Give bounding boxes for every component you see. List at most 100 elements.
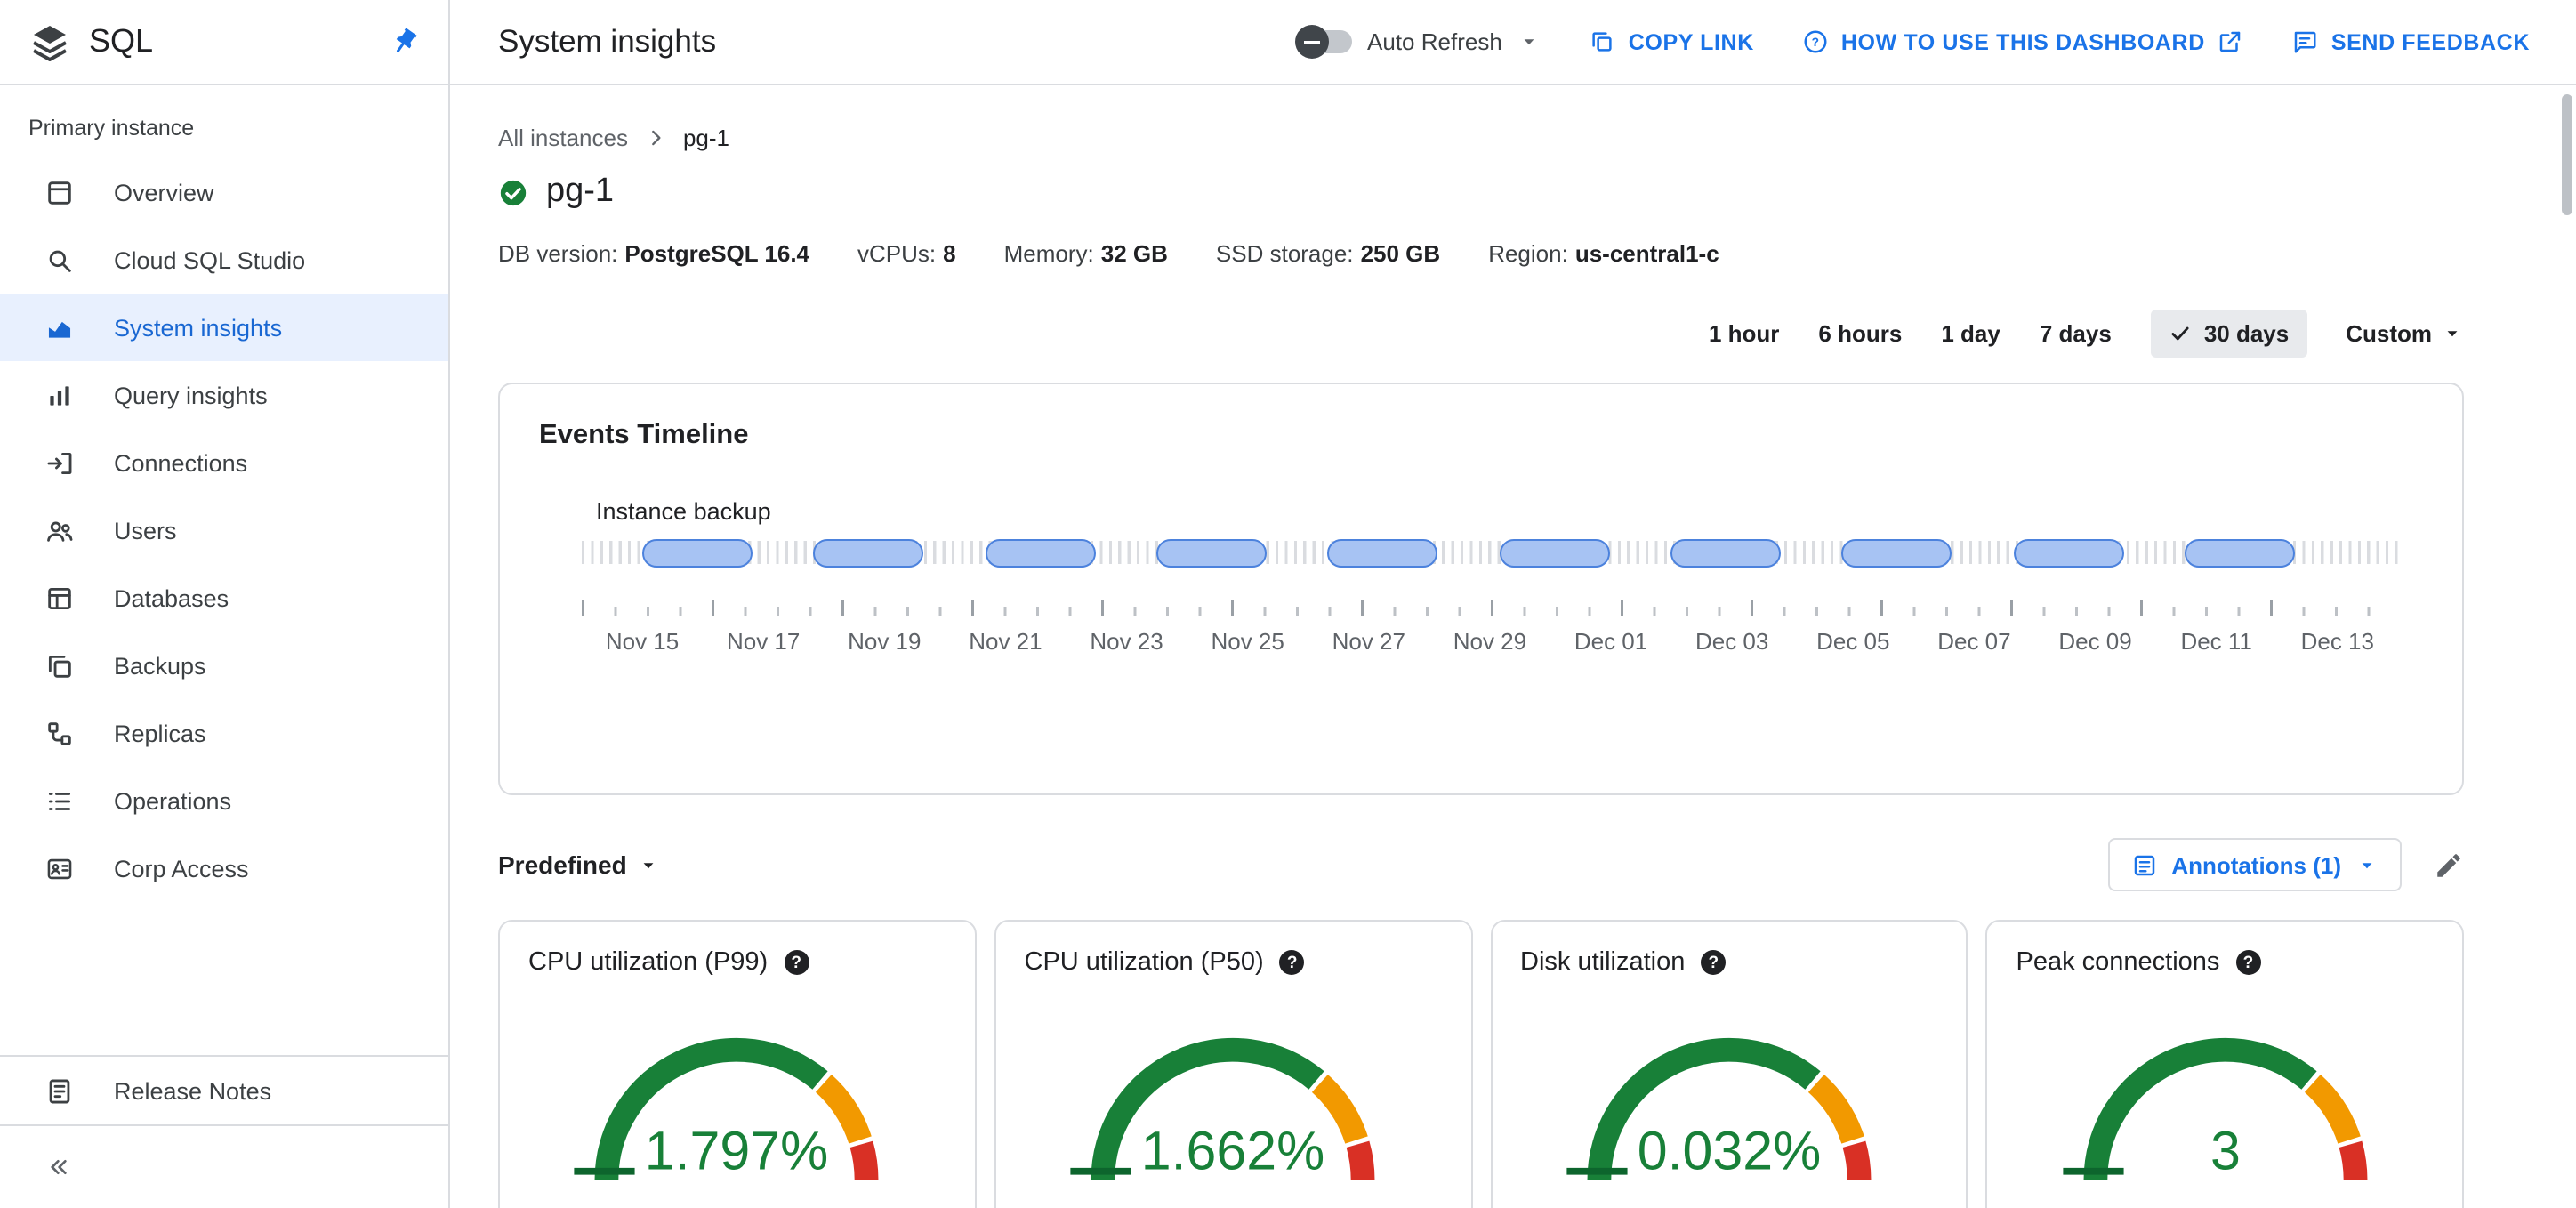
- operations-icon: [48, 792, 71, 809]
- events-timeline-title: Events Timeline: [539, 420, 749, 450]
- check-icon: [2171, 326, 2189, 341]
- backup-event-pill[interactable]: [642, 538, 753, 567]
- sidebar-section-label: Primary instance: [28, 116, 195, 141]
- meta-region: Region: us-central1-c: [1488, 240, 1719, 267]
- replicas-icon: [48, 721, 71, 745]
- query-insights-icon: [50, 385, 69, 405]
- gauge-title: CPU utilization (P50): [1024, 948, 1264, 977]
- main-panel: System insights Auto Refresh COPY LINK ?…: [450, 0, 2576, 1208]
- breadcrumb: All instances pg-1: [498, 125, 2464, 151]
- gauge-card-disk: Disk utilization ? 0.032%: [1490, 920, 1968, 1208]
- how-to-use-dashboard-link[interactable]: ? HOW TO USE THIS DASHBOARD: [1802, 28, 2244, 55]
- collapse-icon: [51, 1160, 67, 1174]
- gauge-title: Disk utilization: [1520, 948, 1686, 977]
- help-icon[interactable]: ?: [1279, 950, 1305, 975]
- sidebar-divider: [0, 1055, 448, 1057]
- help-icon: ?: [1804, 30, 1827, 53]
- search-icon: [49, 249, 71, 271]
- annotations-icon: [2134, 854, 2154, 875]
- gauge-value: 1.662%: [1141, 1120, 1324, 1180]
- backups-icon: [48, 654, 71, 677]
- backup-event-pill[interactable]: [2184, 538, 2295, 567]
- instance-meta: DB version: PostgreSQL 16.4 vCPUs: 8 Memor…: [498, 240, 2464, 267]
- gauge-card-peak-connections: Peak connections ? 3: [1985, 920, 2464, 1208]
- svg-text:?: ?: [1811, 36, 1819, 49]
- time-option-1-hour[interactable]: 1 hour: [1708, 320, 1780, 347]
- sidebar-item-corp-access[interactable]: Corp Access: [0, 834, 448, 902]
- help-icon[interactable]: ?: [1701, 950, 1727, 975]
- sidebar-item-databases[interactable]: Databases: [0, 564, 448, 632]
- copy-link-button[interactable]: COPY LINK: [1590, 28, 1754, 55]
- instance-name: pg-1: [546, 173, 615, 210]
- chevron-down-icon: [2447, 331, 2458, 337]
- sidebar-item-system-insights[interactable]: System insights: [0, 294, 448, 361]
- meta-ssd-storage: SSD storage: 250 GB: [1215, 240, 1441, 267]
- sidebar-item-connections[interactable]: Connections: [0, 429, 448, 496]
- auto-refresh-control[interactable]: Auto Refresh: [1294, 25, 1542, 59]
- cloud-sql-logo-icon: [33, 25, 67, 60]
- auto-refresh-toggle[interactable]: [1294, 25, 1352, 59]
- sidebar-item-overview[interactable]: Overview: [0, 158, 448, 226]
- time-option-30-days[interactable]: 30 days: [2150, 310, 2307, 358]
- collapse-sidebar-button[interactable]: [0, 1126, 448, 1208]
- chevron-down-icon: [644, 862, 655, 868]
- sidebar-item-users[interactable]: Users: [0, 496, 448, 564]
- timeline-axis-ticks: [582, 600, 2398, 616]
- feedback-icon: [2295, 31, 2317, 53]
- predefined-dropdown[interactable]: Predefined: [498, 850, 661, 879]
- release-notes-icon: [49, 1078, 70, 1103]
- chevron-down-icon: [2362, 862, 2372, 868]
- sidebar-item-query-insights[interactable]: Query insights: [0, 361, 448, 429]
- edit-pencil-icon[interactable]: [2434, 850, 2464, 880]
- help-icon[interactable]: ?: [784, 950, 809, 975]
- metrics-controls-row: Predefined Annotations (1): [498, 838, 2464, 891]
- backup-event-pill[interactable]: [1670, 538, 1781, 567]
- gauge-value: 3: [2210, 1120, 2240, 1180]
- backup-event-pill[interactable]: [813, 538, 924, 567]
- help-icon[interactable]: ?: [2235, 950, 2261, 975]
- sidebar-item-release-notes[interactable]: Release Notes: [0, 1057, 448, 1124]
- vertical-scrollbar[interactable]: [2562, 94, 2572, 215]
- time-option-custom[interactable]: Custom: [2346, 320, 2464, 347]
- gauge-card-cpu-p50: CPU utilization (P50) ? 1.662%: [994, 920, 1472, 1208]
- gauge-chart: 1.797%: [575, 1037, 880, 1180]
- gauge-chart: 0.032%: [1566, 1037, 1872, 1180]
- gauge-title: Peak connections: [2016, 948, 2220, 977]
- backup-event-pill[interactable]: [1499, 538, 1610, 567]
- pin-icon[interactable]: [388, 26, 420, 58]
- sidebar-item-cloud-sql-studio[interactable]: Cloud SQL Studio: [0, 226, 448, 294]
- breadcrumb-current: pg-1: [682, 125, 730, 151]
- events-timeline-track: [582, 537, 2398, 568]
- gauge-chart: 1.662%: [1070, 1037, 1375, 1180]
- copy-icon: [1593, 32, 1613, 52]
- timeline-axis-labels: Nov 15 Nov 17 Nov 19 Nov 21 Nov 23 Nov 2…: [605, 628, 2374, 655]
- time-option-7-days[interactable]: 7 days: [2039, 320, 2112, 347]
- send-feedback-button[interactable]: SEND FEEDBACK: [2292, 28, 2530, 55]
- time-option-6-hours[interactable]: 6 hours: [1818, 320, 1903, 347]
- meta-memory: Memory: 32 GB: [1003, 240, 1168, 267]
- corp-access-icon: [47, 858, 72, 879]
- meta-vcpus: vCPUs: 8: [857, 240, 956, 267]
- content-area: All instances pg-1 pg-1 DB version: Postg…: [450, 85, 2576, 1208]
- meta-db-version: DB version: PostgreSQL 16.4: [498, 240, 810, 267]
- events-timeline-card: Events Timeline Instance backup: [498, 383, 2464, 795]
- time-option-1-day[interactable]: 1 day: [1941, 320, 2000, 347]
- sidebar-item-backups[interactable]: Backups: [0, 632, 448, 699]
- overview-icon: [48, 181, 71, 204]
- sidebar-item-replicas[interactable]: Replicas: [0, 699, 448, 767]
- sidebar: SQL Primary instance Overview Cloud SQL …: [0, 0, 450, 1208]
- topbar: System insights Auto Refresh COPY LINK ?…: [450, 0, 2576, 85]
- backup-event-pill[interactable]: [1155, 538, 1267, 567]
- backup-event-pill[interactable]: [1327, 538, 1438, 567]
- breadcrumb-all-instances[interactable]: All instances: [498, 125, 628, 151]
- sidebar-item-operations[interactable]: Operations: [0, 767, 448, 834]
- chevron-down-icon: [1525, 39, 1535, 45]
- page-title: System insights: [498, 23, 717, 59]
- gauge-value: 1.797%: [646, 1120, 829, 1180]
- connections-icon: [47, 451, 72, 474]
- backup-event-pill[interactable]: [2013, 538, 2124, 567]
- backup-event-pill[interactable]: [985, 538, 1096, 567]
- instance-title-row: pg-1: [498, 173, 2464, 212]
- annotations-button[interactable]: Annotations (1): [2107, 838, 2402, 891]
- backup-event-pill[interactable]: [1841, 538, 1952, 567]
